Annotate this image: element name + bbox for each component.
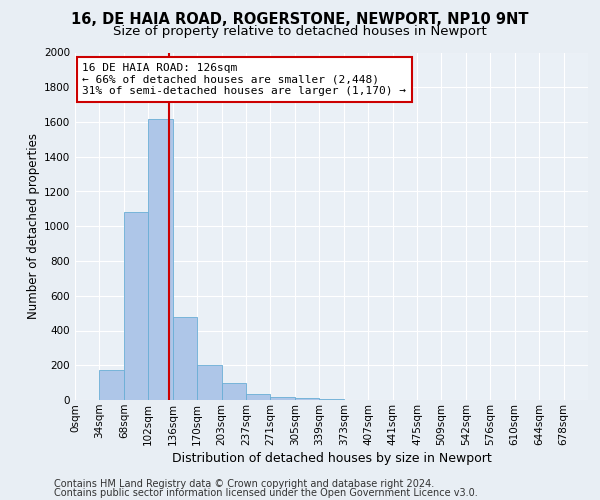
Text: Contains public sector information licensed under the Open Government Licence v3: Contains public sector information licen… xyxy=(54,488,478,498)
Bar xyxy=(295,398,319,400)
Bar xyxy=(271,396,295,400)
Y-axis label: Number of detached properties: Number of detached properties xyxy=(27,133,40,320)
Bar xyxy=(197,365,221,400)
Bar xyxy=(173,316,197,400)
Text: Contains HM Land Registry data © Crown copyright and database right 2024.: Contains HM Land Registry data © Crown c… xyxy=(54,479,434,489)
Text: 16 DE HAIA ROAD: 126sqm
← 66% of detached houses are smaller (2,448)
31% of semi: 16 DE HAIA ROAD: 126sqm ← 66% of detache… xyxy=(82,63,406,96)
Bar xyxy=(100,370,124,400)
Bar xyxy=(221,382,246,400)
Text: 16, DE HAIA ROAD, ROGERSTONE, NEWPORT, NP10 9NT: 16, DE HAIA ROAD, ROGERSTONE, NEWPORT, N… xyxy=(71,12,529,28)
Bar xyxy=(148,118,173,400)
Bar xyxy=(124,212,148,400)
Bar xyxy=(246,394,271,400)
X-axis label: Distribution of detached houses by size in Newport: Distribution of detached houses by size … xyxy=(172,452,491,465)
Bar xyxy=(319,399,344,400)
Text: Size of property relative to detached houses in Newport: Size of property relative to detached ho… xyxy=(113,25,487,38)
